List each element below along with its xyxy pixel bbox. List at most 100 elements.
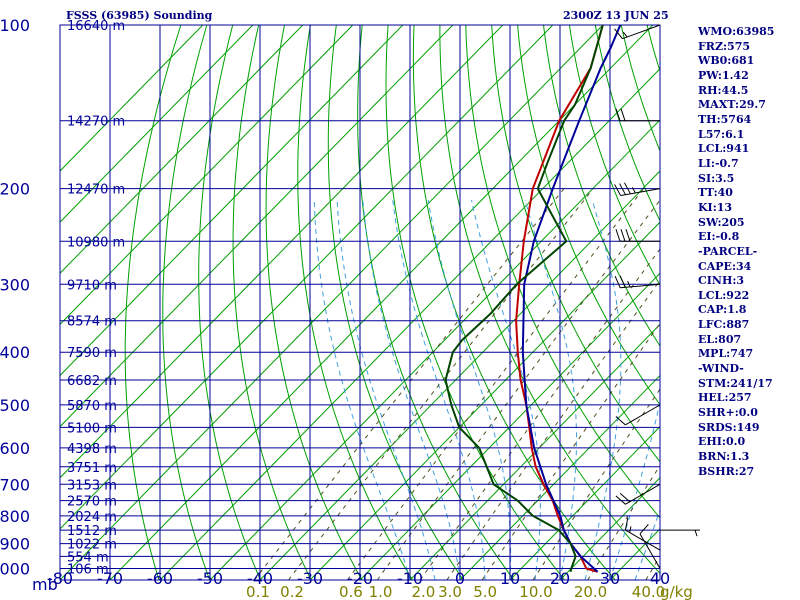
pressure-unit-label: mb (32, 575, 58, 594)
dry-adiabat-line (491, 25, 660, 463)
wind-barb (615, 229, 660, 242)
observation-time: 2300Z 13 JUN 25 (563, 9, 669, 22)
height-label: 4398 m (67, 442, 117, 457)
isotherm-line (60, 25, 304, 274)
mixing-ratio-label: 3.0 (438, 583, 462, 600)
dry-adiabat-line (124, 25, 182, 580)
index-line: CAPE:34 (698, 259, 752, 273)
pressure-tick-label: 900 (0, 535, 30, 554)
isotherm-lines (60, 25, 660, 580)
isobar-grid (59, 24, 661, 581)
dewpoint-profile-line (444, 25, 604, 573)
index-line: CAP:1.8 (698, 303, 747, 317)
height-label: 1022 m (67, 538, 117, 553)
pressure-tick-label: 500 (0, 396, 30, 415)
mixing-ratio-unit: g/kg (660, 583, 693, 600)
sounding-profiles (444, 25, 622, 573)
height-label: 12470 m (67, 183, 125, 198)
pressure-axis: 100 200 300 400 500 600 700 800 900 1000mb (0, 16, 58, 594)
dry-adiabat-line (439, 25, 660, 575)
isotherm-line (259, 170, 660, 580)
index-line: -WIND- (698, 362, 744, 376)
mixing-ratio-line (254, 188, 565, 580)
temperature-tick-label: 0 (455, 569, 465, 588)
isotherm-line (60, 25, 354, 326)
index-line: WMO:63985 (698, 25, 775, 38)
temperature-tick-label: -30 (297, 569, 323, 588)
index-line: SI:3.5 (698, 171, 735, 185)
mixing-ratio-label: 5.0 (473, 583, 497, 600)
wind-barb (624, 517, 661, 551)
dry-adiabat-line (594, 25, 660, 222)
index-line: HEL:257 (698, 391, 752, 405)
mixing-ratio-label: 2.0 (411, 583, 435, 600)
isotherm-line (60, 25, 454, 428)
index-line: LCL:941 (698, 142, 750, 156)
isotherm-line (509, 425, 660, 580)
isotherm-line (459, 374, 660, 580)
index-line: LI:-0.7 (698, 156, 739, 170)
height-label: 2024 m (67, 510, 117, 525)
dry-adiabat-line (198, 25, 261, 580)
height-label: 5100 m (67, 421, 117, 436)
isotherm-line (60, 25, 204, 172)
index-line: SRDS:149 (698, 420, 760, 434)
dry-adiabat-line (265, 25, 363, 580)
index-line: PW:1.42 (698, 68, 749, 82)
mixing-ratio-label: 40.0 (632, 583, 665, 600)
wind-barb (639, 524, 661, 569)
height-label: 10980 m (67, 235, 125, 250)
wind-barb (614, 182, 661, 197)
isotherm-line (109, 25, 654, 580)
temperature-tick-label: -80 (47, 569, 73, 588)
height-label: 3153 m (67, 478, 117, 493)
wind-barb (615, 108, 660, 122)
isotherm-line (309, 221, 660, 580)
mixing-ratio-label: 1.0 (369, 583, 393, 600)
mixing-ratio-line (419, 248, 660, 580)
temperature-tick-label: 10 (500, 569, 520, 588)
height-label: 8574 m (67, 315, 117, 330)
index-line: FRZ:575 (698, 39, 751, 53)
height-label: 2570 m (67, 495, 117, 510)
moist-adiabat-line (427, 200, 512, 580)
index-line: LCL:922 (698, 288, 750, 302)
index-line: SW:205 (698, 215, 745, 229)
index-line: EI:-0.8 (698, 230, 740, 244)
temperature-axis: -80 -70 -60 -50 -40 -30 -20 -10 0 10 20 30 40 (47, 569, 670, 588)
temperature-tick-label: 20 (550, 569, 570, 588)
index-line: BRN:1.3 (698, 450, 750, 464)
mixing-ratio-lines (254, 188, 660, 580)
dry-adiabat-line (232, 25, 312, 580)
index-line: EL:807 (698, 332, 742, 346)
height-label: 16640 m (67, 19, 125, 34)
isotherm-line (60, 25, 604, 580)
height-label: 6682 m (67, 374, 117, 389)
dry-adiabat-line (162, 25, 211, 580)
index-line: MPL:747 (698, 347, 754, 361)
index-line: CINH:3 (698, 274, 745, 288)
pressure-tick-label: 700 (0, 475, 30, 494)
index-line: BSHR:27 (698, 464, 755, 478)
index-line: MAXT:29.7 (698, 98, 766, 112)
chart-title: FSSS (63985) Sounding (66, 9, 213, 22)
dry-adiabat-line (357, 25, 515, 580)
height-label: 3751 m (67, 461, 117, 476)
index-line: TT:40 (698, 186, 733, 200)
wind-barb (614, 275, 661, 289)
temperature-tick-label: -40 (247, 569, 273, 588)
index-line: RH:44.5 (698, 83, 749, 97)
isotherm-line (60, 25, 254, 223)
index-line: LFC:887 (698, 318, 750, 332)
isotherm-line (409, 323, 660, 580)
wind-barb (615, 483, 661, 505)
index-line: SHR+:0.0 (698, 406, 758, 420)
index-line: WB0:681 (698, 54, 755, 68)
isotherm-line (159, 68, 660, 580)
temperature-tick-label: -20 (347, 569, 373, 588)
mixing-ratio-line (532, 388, 660, 580)
index-line: L57:6.1 (698, 127, 745, 141)
dry-adiabat-line (517, 25, 660, 406)
temperature-tick-label: -50 (197, 569, 223, 588)
index-line: -PARCEL- (698, 244, 758, 258)
